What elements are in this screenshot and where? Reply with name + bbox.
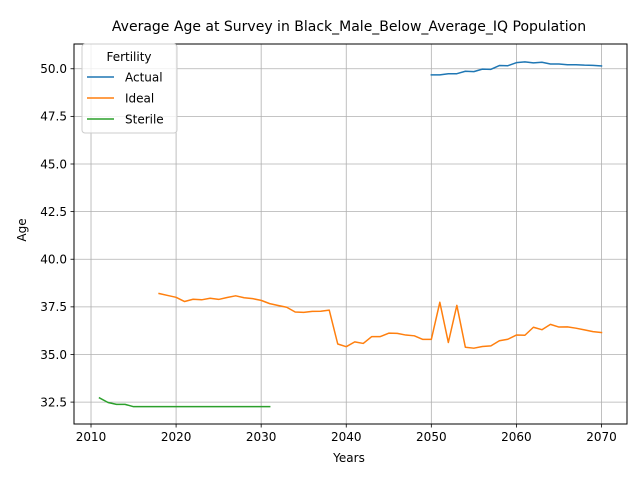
x-tick-label: 2030 (246, 430, 277, 444)
legend-title: Fertility (106, 50, 151, 64)
x-tick-label: 2070 (586, 430, 617, 444)
x-axis-ticks: 2010 2020 2030 2040 2050 2060 2070 (76, 424, 617, 444)
y-axis-label: Age (15, 218, 29, 241)
x-tick-label: 2020 (161, 430, 192, 444)
legend: Fertility Actual Ideal Sterile (81, 43, 178, 134)
y-tick-label: 40.0 (40, 253, 67, 267)
x-tick-label: 2060 (501, 430, 532, 444)
y-tick-label: 35.0 (40, 348, 67, 362)
legend-label-sterile: Sterile (125, 112, 164, 126)
y-tick-label: 50.0 (40, 62, 67, 76)
legend-entries: Actual Ideal Sterile (87, 70, 164, 126)
plot-area-frame (73, 43, 628, 425)
x-tick-label: 2050 (416, 430, 447, 444)
chart-title: Average Age at Survey in Black_Male_Belo… (112, 19, 586, 35)
x-tick-label: 2010 (76, 430, 107, 444)
y-tick-label: 37.5 (40, 300, 67, 314)
y-tick-label: 45.0 (40, 157, 67, 171)
x-axis-label: Years (332, 451, 365, 465)
legend-label-ideal: Ideal (125, 91, 154, 105)
y-axis-ticks: 32.5 35.0 37.5 40.0 42.5 45.0 47.5 50.0 (40, 62, 74, 409)
series-line-sterile (98, 396, 271, 408)
x-tick-label: 2040 (331, 430, 362, 444)
series-layer (98, 61, 603, 408)
y-tick-label: 42.5 (40, 205, 67, 219)
series-line-ideal (158, 292, 603, 349)
y-tick-label: 47.5 (40, 110, 67, 124)
series-line-actual (430, 61, 603, 76)
legend-label-actual: Actual (125, 70, 163, 84)
legend-box (81, 43, 178, 134)
y-tick-label: 32.5 (40, 395, 67, 409)
grid-lines (74, 44, 627, 424)
